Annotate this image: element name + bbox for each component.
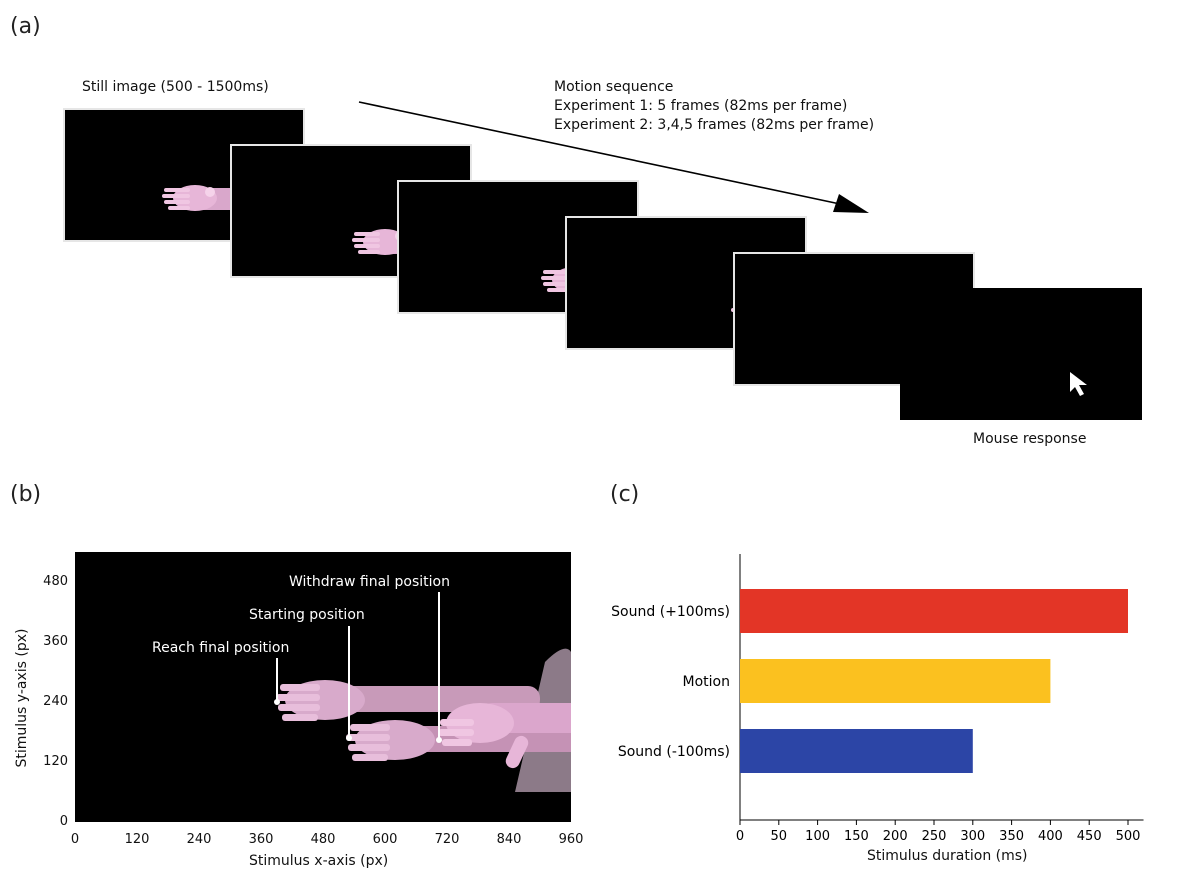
bar-category-label: Sound (+100ms) [611,604,730,620]
panel-b-ylabel: Stimulus y-axis (px) [14,628,30,768]
cursor-icon [1070,372,1087,396]
panel-b-xtick: 720 [434,832,460,847]
panel-b-xtick: 0 [70,832,80,847]
x-tick-label: 200 [883,829,908,844]
x-tick-label: 350 [999,829,1024,844]
motion-caption-line: Experiment 2: 3,4,5 frames (82ms per fra… [554,117,875,133]
annotation-withdraw: Withdraw final position [289,574,450,590]
bar [740,589,1128,633]
panel-b-ytick: 360 [43,634,68,649]
panel-b-xtick: 600 [372,832,398,847]
still-image-caption: Still image (500 - 1500ms) [82,79,269,95]
panel-b-xtick: 240 [186,832,212,847]
x-tick-label: 150 [844,829,869,844]
x-tick-label: 250 [922,829,947,844]
motion-caption-line: Motion sequence [554,79,674,95]
panel-b-ytick: 0 [59,814,68,829]
motion-sequence-caption: Motion sequence Experiment 1: 5 frames (… [554,78,874,135]
annotation-reach: Reach final position [152,640,289,656]
x-tick-label: 50 [771,829,788,844]
bar-category-label: Sound (-100ms) [618,744,730,760]
x-tick-label: 500 [1116,829,1141,844]
panel-b-ytick: 480 [43,574,68,589]
panel-b-xtick: 360 [248,832,274,847]
sequence-arrow [358,101,869,213]
x-tick-label: 450 [1077,829,1102,844]
panel-c-letter: (c) [610,482,640,507]
x-tick-label: 0 [736,829,744,844]
panel-a-letter: (a) [10,14,41,39]
mouse-response-frame [900,288,1142,420]
duration-bar-chart: 0 50 100 150 200 250 300 350 400 450 500 Sound (+10… [611,554,1144,844]
panel-b-xtick: 480 [310,832,336,847]
hand-image [438,703,571,769]
panel-b-xtick: 960 [558,832,584,847]
x-tick-label: 400 [1038,829,1063,844]
bar [740,659,1051,703]
bar-category-label: Motion [683,674,730,690]
annotation-start: Starting position [249,607,365,623]
mouse-response-caption: Mouse response [973,431,1087,447]
panel-b-ytick: 240 [43,694,68,709]
panel-b-xtick: 120 [124,832,150,847]
panel-b-ytick: 120 [43,754,68,769]
panel-b-xlabel: Stimulus x-axis (px) [249,853,389,869]
panel-c-xlabel: Stimulus duration (ms) [867,848,1028,864]
stimulus-image: Reach final position Starting position W… [75,552,571,822]
stimulus-hands: Reach final position Starting position W… [152,574,571,792]
motion-caption-line: Experiment 1: 5 frames (82ms per frame) [554,98,848,114]
x-tick-label: 300 [960,829,985,844]
bar [740,729,973,773]
panel-b-letter: (b) [10,482,42,507]
panel-b-xtick: 840 [496,832,522,847]
x-tick-label: 100 [805,829,830,844]
